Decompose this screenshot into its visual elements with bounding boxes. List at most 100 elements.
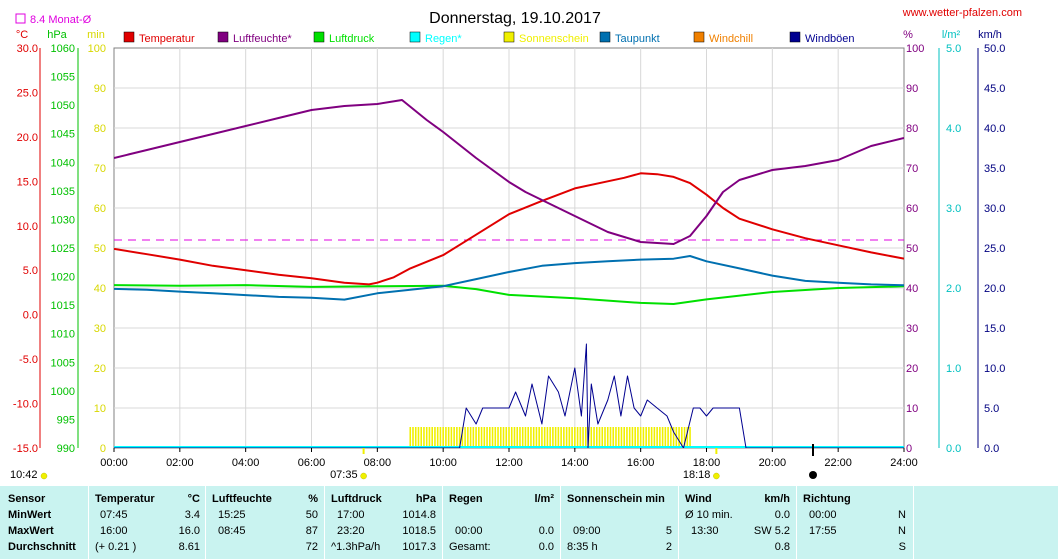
rain-tick-label: 1.0	[946, 363, 961, 375]
pressure-tick-label: 995	[57, 414, 75, 426]
temperature-tick-label: 20.0	[17, 132, 38, 144]
axis-ticks: 30.0 25.0 20.0 15.0 10.0 5.0 0.0 -5.0 -10.0 -15.0…	[13, 43, 1006, 469]
x-tick-label: 22:00	[824, 457, 852, 469]
pressure-trend: ^1.3hPa/h	[331, 541, 381, 553]
temperature-header: Temperatur	[95, 493, 155, 505]
sunshine-max-time: 09:00	[573, 525, 601, 537]
x-tick-label: 06:00	[298, 457, 326, 469]
rain-max-value: 0.0	[538, 525, 554, 537]
humidity-tick-label: 20	[906, 363, 918, 375]
legend-label-4: Sonnenschein	[519, 33, 589, 45]
wind-tick-label: 50.0	[984, 43, 1005, 55]
website-link[interactable]: www.wetter-pfalzen.com	[902, 7, 1022, 19]
temperature-max-time: 16:00	[100, 525, 128, 537]
direction-min-value: N	[898, 509, 906, 521]
sunshine_min-tick-label: 20	[94, 363, 106, 375]
rain-tick-label: 2.0	[946, 283, 961, 295]
x-tick-label: 10:00	[429, 457, 457, 469]
sunshine_min-tick-label: 80	[94, 123, 106, 135]
stats-table: Sensor MinWert MaxWert Durchschnitt Temp…	[0, 486, 1058, 559]
wind-unit: km/h	[764, 493, 790, 505]
x-tick-label: 04:00	[232, 457, 260, 469]
rain-header: Regen	[449, 493, 483, 505]
direction-min-time: 00:00	[809, 509, 837, 521]
humidity-avg-value: 72	[305, 541, 318, 553]
sunshine_min-tick-label: 10	[94, 403, 106, 415]
daylight-label: 10:42	[10, 469, 38, 481]
rain-tick-label: 0.0	[946, 443, 961, 455]
temperature-tick-label: -10.0	[13, 399, 38, 411]
sunshine-max-value: 5	[665, 525, 672, 537]
pressure-min-value: 1014.8	[402, 509, 436, 521]
pressure-tick-label: 1035	[51, 186, 75, 198]
legend-swatch-4	[503, 31, 515, 43]
direction-avg-value: S	[898, 541, 906, 553]
pressure-header: Luftdruck	[331, 493, 382, 505]
row-label-avg: Durchschnitt	[8, 541, 76, 553]
temperature-avg-value: 8.61	[178, 541, 200, 553]
unit-rain: l/m²	[942, 29, 961, 41]
direction-max-value: N	[898, 525, 906, 537]
humidity-unit: %	[308, 493, 318, 505]
series-line-luftfeuchte	[114, 99, 904, 245]
series-line-taupunkt	[114, 255, 904, 301]
temperature-tick-label: -15.0	[13, 443, 38, 455]
x-tick-label: 24:00	[890, 457, 918, 469]
temperature-tick-label: 5.0	[23, 265, 38, 277]
pressure-tick-label: 990	[57, 443, 75, 455]
humidity-tick-label: 60	[906, 203, 918, 215]
sunshine_min-tick-label: 30	[94, 323, 106, 335]
humidity-tick-label: 90	[906, 83, 918, 95]
humidity-tick-label: 50	[906, 243, 918, 255]
legend-swatch-2	[313, 31, 325, 43]
rain-total-label: Gesamt:	[449, 541, 491, 553]
wind-tick-label: 35.0	[984, 163, 1005, 175]
humidity-tick-label: 80	[906, 123, 918, 135]
unit-humidity: %	[903, 29, 913, 41]
sunshine_min-tick-label: 0	[100, 443, 106, 455]
pressure-tick-label: 1020	[51, 272, 75, 284]
pressure-min-time: 17:00	[337, 509, 365, 521]
wind-tick-label: 5.0	[984, 403, 999, 415]
rain-max-time: 00:00	[455, 525, 483, 537]
temperature-tick-label: 10.0	[17, 221, 38, 233]
legend-label-7: Windböen	[805, 33, 855, 45]
pressure-tick-label: 1040	[51, 157, 75, 169]
humidity-tick-label: 10	[906, 403, 918, 415]
wind-tick-label: 25.0	[984, 243, 1005, 255]
humidity-tick-label: 0	[906, 443, 912, 455]
sunshine_min-tick-label: 60	[94, 203, 106, 215]
legend: Temperatur Luftfeuchte* Luftdruck Regen* Son…	[123, 31, 855, 45]
sunshine-duration: 8:35 h	[567, 541, 598, 553]
legend-swatch-3	[409, 31, 421, 43]
legend-label-2: Luftdruck	[329, 33, 375, 45]
pressure-tick-label: 1060	[51, 43, 75, 55]
grid	[114, 48, 904, 448]
legend-label-3: Regen*	[425, 33, 462, 45]
temperature-min-time: 07:45	[100, 509, 128, 521]
temperature-tick-label: 30.0	[17, 43, 38, 55]
humidity-tick-label: 40	[906, 283, 918, 295]
temperature-avg-trend: (+ 0.21 )	[95, 541, 137, 553]
legend-swatch-1	[217, 31, 229, 43]
x-tick-label: 18:00	[693, 457, 721, 469]
pressure-tick-label: 1050	[51, 100, 75, 112]
series-line-windböen	[114, 343, 904, 448]
wind-max-value: SW 5.2	[753, 525, 790, 537]
rain-tick-label: 3.0	[946, 203, 961, 215]
pressure-max-time: 23:20	[337, 525, 365, 537]
x-tick-label: 02:00	[166, 457, 194, 469]
x-tick-label: 12:00	[495, 457, 523, 469]
humidity-tick-label: 100	[906, 43, 924, 55]
temperature-tick-label: 15.0	[17, 176, 38, 188]
pressure-tick-label: 1055	[51, 72, 75, 84]
pressure-tick-label: 1025	[51, 243, 75, 255]
series-line-luftdruck	[114, 284, 904, 305]
temperature-tick-label: 0.0	[23, 310, 38, 322]
row-label-max: MaxWert	[8, 525, 54, 537]
pressure-max-value: 1018.5	[402, 525, 436, 537]
humidity-max-time: 08:45	[218, 525, 246, 537]
temperature-unit: °C	[187, 493, 200, 505]
wind-tick-label: 45.0	[984, 83, 1005, 95]
series-layer	[114, 99, 904, 448]
